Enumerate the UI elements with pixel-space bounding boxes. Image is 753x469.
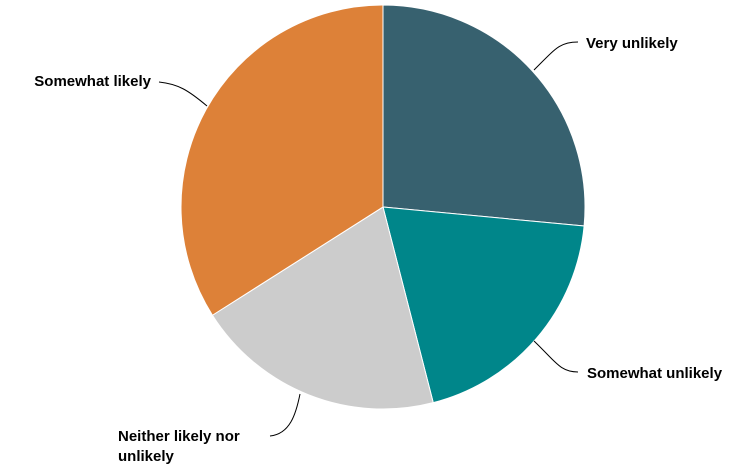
leader-line-somewhat-likely xyxy=(158,81,208,107)
slice-label-neither-likely-nor-unlikely: Neither likely nor unlikely xyxy=(118,428,240,465)
slice-label-line: Somewhat likely xyxy=(34,73,151,90)
leader-line-neither-likely-nor-unlikely xyxy=(269,393,301,437)
slice-labels: Very unlikely Somewhat unlikely Neither li… xyxy=(34,35,722,465)
slice-label-line: unlikely xyxy=(118,448,175,465)
slice-label-line: Neither likely nor xyxy=(118,428,240,445)
pie-slice-somewhat-unlikely xyxy=(382,206,585,404)
slice-label-somewhat-unlikely: Somewhat unlikely xyxy=(587,365,723,382)
pie-slice-very-unlikely xyxy=(382,4,586,227)
pie-slices xyxy=(180,4,586,410)
pie-slice-somewhat-likely xyxy=(180,4,384,316)
leader-line-somewhat-unlikely xyxy=(533,340,579,373)
slice-label-very-unlikely: Very unlikely xyxy=(586,35,678,52)
slice-label-line: Somewhat unlikely xyxy=(587,365,723,382)
slice-label-line: Very unlikely xyxy=(586,35,678,52)
slice-label-somewhat-likely: Somewhat likely xyxy=(34,73,151,90)
leader-line-very-unlikely xyxy=(533,41,579,71)
leader-lines xyxy=(158,41,579,437)
pie-slice-neither-likely-nor-unlikely xyxy=(211,206,434,410)
